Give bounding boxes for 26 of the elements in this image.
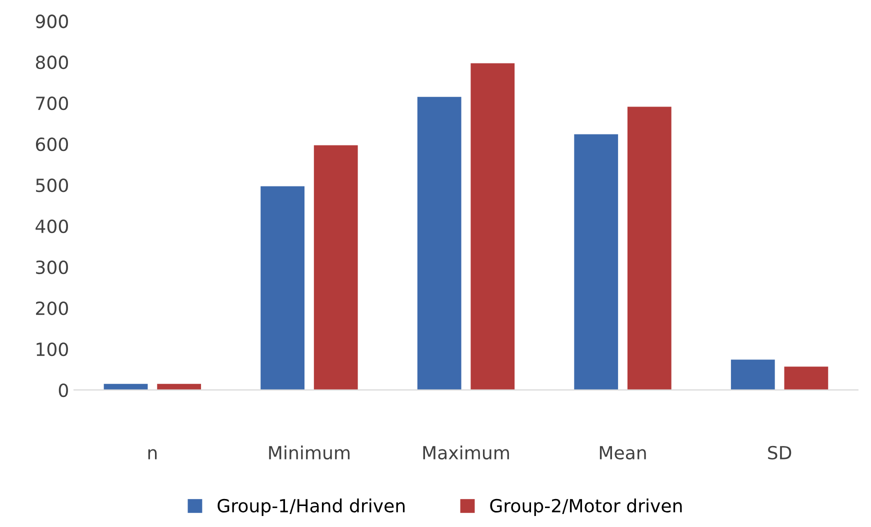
y-tick-label: 600 xyxy=(36,138,68,152)
x-tick-label: Maximum xyxy=(423,446,509,460)
y-tick-label: 300 xyxy=(36,260,68,274)
y-tick-label: 900 xyxy=(36,14,68,28)
bar xyxy=(784,366,828,390)
x-tick-label: n xyxy=(148,449,157,460)
x-tick-label: Minimum xyxy=(269,446,350,460)
y-tick-label: 200 xyxy=(36,301,68,316)
y-tick-label: 500 xyxy=(36,178,68,192)
bar xyxy=(470,63,515,390)
bar xyxy=(574,134,618,390)
bar xyxy=(260,186,304,390)
legend-label: Group-1/Hand driven xyxy=(218,498,405,516)
bar xyxy=(417,96,462,390)
y-tick-label: 400 xyxy=(36,219,68,234)
y-tick-label: 800 xyxy=(36,56,68,70)
bar xyxy=(730,360,775,390)
y-tick-label: 700 xyxy=(36,96,68,110)
legend-label: Group-2/Motor driven xyxy=(490,498,682,516)
bar xyxy=(314,145,358,390)
x-tick-label: SD xyxy=(768,446,792,460)
y-tick-label: 0 xyxy=(58,383,68,398)
y-tick-label: 100 xyxy=(36,342,68,356)
bar xyxy=(157,384,202,390)
x-tick-label: Mean xyxy=(600,446,646,460)
bar xyxy=(627,106,672,390)
